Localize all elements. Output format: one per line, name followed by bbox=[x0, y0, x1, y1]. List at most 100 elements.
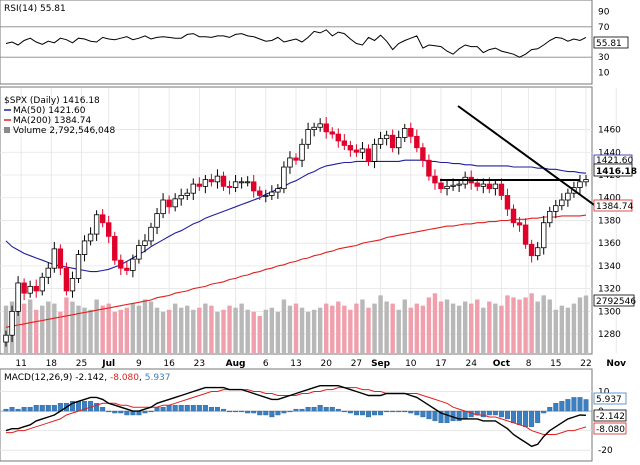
volume-bar bbox=[263, 309, 268, 353]
candle-body bbox=[51, 248, 58, 269]
volume-bar bbox=[209, 305, 214, 353]
candle-body bbox=[414, 135, 420, 149]
volume-bar bbox=[142, 299, 148, 353]
volume-bar bbox=[160, 311, 166, 353]
macd-legend-signal: -8.080 bbox=[110, 373, 139, 383]
candle-body bbox=[510, 208, 517, 224]
candle-body bbox=[504, 195, 511, 210]
candle-body bbox=[293, 157, 299, 161]
volume-bar bbox=[559, 305, 565, 353]
macd-hist-bar bbox=[275, 410, 281, 416]
macd-hist-badge-text: 5.937 bbox=[596, 395, 622, 405]
x-tick-label: 25 bbox=[76, 359, 87, 369]
volume-bar bbox=[336, 301, 341, 353]
x-axis: 11 18 25 Jul 9 16 23 Aug 6 13 20 27 Sep 10 17 24 Oct 8 15 2… bbox=[15, 359, 626, 369]
volume-bar bbox=[426, 297, 432, 353]
candle-body bbox=[263, 195, 269, 197]
volume-bar bbox=[456, 305, 462, 353]
x-tick-label: 16 bbox=[163, 359, 175, 369]
macd-hist-bar bbox=[480, 410, 486, 418]
volume-bar bbox=[185, 305, 190, 353]
volume-bar bbox=[88, 309, 93, 353]
macd-hist-bar bbox=[160, 406, 166, 412]
candle-body bbox=[112, 235, 118, 261]
candle-body bbox=[178, 195, 184, 200]
macd-hist-bar bbox=[317, 405, 323, 412]
volume-bar bbox=[402, 299, 407, 353]
candle-body bbox=[353, 149, 360, 153]
candle-body bbox=[15, 282, 21, 312]
rsi-tick-label: 30 bbox=[598, 53, 610, 63]
volume-bar bbox=[76, 305, 81, 353]
candle-body bbox=[547, 210, 553, 224]
candle-body bbox=[9, 310, 15, 336]
macd-hist-bar bbox=[178, 405, 184, 412]
x-tick-label: 6 bbox=[263, 359, 269, 369]
macd-hist-bar bbox=[498, 410, 504, 418]
macd-hist-bar bbox=[172, 405, 178, 412]
macd-hist-bar bbox=[571, 397, 577, 412]
candle-body bbox=[359, 148, 366, 153]
macd-hist-bar bbox=[251, 410, 257, 414]
volume-bar bbox=[118, 309, 123, 353]
volume-legend-swatch bbox=[4, 127, 10, 133]
volume-bar bbox=[517, 299, 522, 353]
macd-hist-bar bbox=[184, 405, 190, 412]
volume-legend-value: 2,792,546,048 bbox=[49, 126, 115, 136]
candle-body bbox=[347, 145, 354, 151]
ma50-legend-name: MA(50) bbox=[13, 106, 45, 116]
volume-bar bbox=[197, 307, 202, 353]
candle-body bbox=[99, 214, 106, 224]
rsi-legend: RSI(14) 55.81 bbox=[4, 4, 66, 14]
price-tick-label: 1300 bbox=[598, 307, 621, 317]
candle-body bbox=[432, 175, 438, 184]
candle-body bbox=[281, 166, 287, 190]
candle-body bbox=[202, 179, 209, 187]
volume-bar bbox=[148, 301, 154, 353]
price-legend: $SPX (Daily) 1416.18 MA(50) 1421.60 MA(2… bbox=[4, 96, 115, 136]
candle-body bbox=[365, 148, 372, 162]
volume-bar bbox=[475, 299, 480, 353]
volume-bar bbox=[136, 305, 142, 353]
macd-hist-bar bbox=[402, 410, 408, 413]
volume-bar bbox=[450, 303, 456, 353]
candle-body bbox=[317, 123, 323, 128]
volume-bar bbox=[523, 297, 528, 353]
volume-bar bbox=[34, 309, 39, 353]
price-tick-label: 1460 bbox=[598, 126, 621, 136]
candle-body bbox=[214, 175, 221, 183]
x-tick-label: 22 bbox=[580, 359, 591, 369]
macd-hist-bar bbox=[287, 410, 293, 413]
macd-hist-bar bbox=[202, 405, 208, 412]
macd-hist-bar bbox=[396, 410, 402, 413]
volume-bar bbox=[462, 301, 468, 353]
macd-hist-bar bbox=[456, 410, 462, 422]
candle-body bbox=[257, 190, 263, 196]
volume-bar bbox=[378, 295, 383, 353]
candle-body bbox=[57, 248, 64, 269]
candle-body bbox=[553, 205, 559, 212]
ma50-path bbox=[5, 159, 587, 273]
candle-body bbox=[516, 222, 523, 226]
candle-body bbox=[142, 240, 148, 246]
rsi-current-badge-text: 55.81 bbox=[596, 39, 622, 49]
volume-bar bbox=[215, 311, 220, 353]
candle-body bbox=[583, 179, 589, 183]
macd-legend-label: MACD(12,26,9) bbox=[4, 373, 72, 383]
candle-body bbox=[371, 143, 378, 162]
volume-bar bbox=[541, 295, 546, 353]
rsi-current-badge: 55.81 bbox=[593, 36, 629, 49]
x-tick-label: Jul bbox=[101, 359, 115, 369]
rsi-series bbox=[5, 29, 587, 58]
macd-hist-bar bbox=[311, 406, 317, 412]
macd-hist-bar bbox=[39, 405, 45, 412]
x-tick-label: 20 bbox=[320, 359, 332, 369]
macd-signal-badge-text: -8.080 bbox=[596, 425, 625, 435]
volume-bar bbox=[64, 297, 69, 353]
macd-hist-bar bbox=[565, 399, 571, 412]
volume-bar bbox=[46, 301, 51, 353]
price-tick-label: 1400 bbox=[598, 194, 621, 204]
candle-body bbox=[275, 188, 281, 193]
price-panel: 1460144014201400138013601340132013001280… bbox=[0, 86, 637, 355]
